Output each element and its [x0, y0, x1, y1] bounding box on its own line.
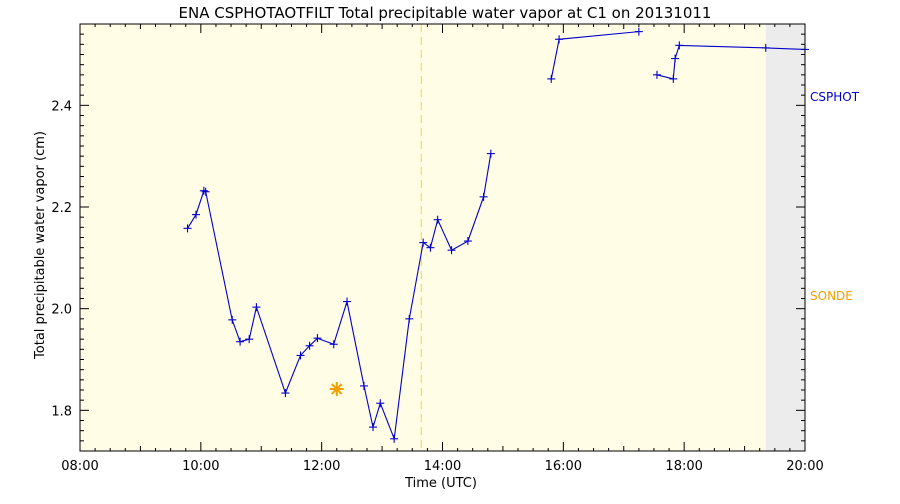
- x-tick-label: 12:00: [303, 459, 340, 474]
- csphot-data-point: [426, 243, 435, 252]
- y-tick-label: 2.4: [51, 99, 72, 114]
- y-tick-label: 2.0: [51, 303, 72, 318]
- csphot-data-point: [419, 238, 428, 247]
- csphot-data-point: [305, 341, 314, 350]
- legend-csphot: CSPHOT: [810, 90, 860, 104]
- csphot-data-point: [369, 423, 378, 432]
- csphot-data-point: [201, 187, 210, 196]
- x-tick-label: 16:00: [545, 459, 582, 474]
- csphot-data-point: [192, 210, 200, 219]
- x-tick-label: 18:00: [665, 459, 702, 474]
- csphot-data-point: [463, 237, 472, 246]
- csphot-data-point: [547, 74, 556, 83]
- csphot-data-point: [296, 351, 305, 360]
- csphot-data-point: [359, 381, 368, 390]
- csphot-data-point: [343, 297, 352, 306]
- csphot-data-point: [376, 399, 385, 408]
- x-tick-label: 14:00: [424, 459, 461, 474]
- background-bands: [80, 24, 805, 451]
- background-band: [80, 24, 766, 451]
- csphot-data-point: [390, 434, 399, 443]
- y-tick-label: 1.8: [51, 404, 72, 419]
- csphot-data-point: [183, 224, 192, 233]
- csphot-data-point: [405, 314, 414, 323]
- x-tick-label: 10:00: [182, 459, 219, 474]
- csphot-data-point: [669, 74, 678, 83]
- csphot-data-point: [555, 35, 564, 44]
- sonde-data-point: [329, 381, 344, 396]
- csphot-data-point: [675, 41, 684, 50]
- background-band: [765, 24, 805, 451]
- csphot-data-point: [652, 70, 661, 79]
- csphot-data-point: [486, 149, 495, 158]
- csphot-data-point: [236, 337, 245, 346]
- csphot-data-point: [228, 315, 237, 324]
- csphot-data-point: [433, 215, 442, 224]
- x-tick-label: 20:00: [786, 459, 823, 474]
- csphot-series-line: [187, 153, 492, 440]
- csphot-data-point: [252, 303, 261, 312]
- csphot-data-point: [447, 246, 456, 255]
- csphot-data-point: [761, 43, 770, 52]
- y-tick-label: 2.2: [51, 201, 72, 216]
- csphot-data-point: [671, 54, 680, 63]
- legend-sonde: SONDE: [810, 289, 853, 303]
- csphot-series-line: [656, 44, 806, 80]
- csphot-data-point: [199, 186, 208, 195]
- csphot-data-point: [281, 389, 290, 398]
- asterisk-stroke: [331, 383, 343, 395]
- data-series: [183, 27, 809, 443]
- csphot-data-point: [313, 334, 322, 343]
- y-axis: 1.8 2.0 2.2 2.4: [51, 23, 805, 442]
- y-axis-label: Total precipitable water vapor (cm): [33, 131, 48, 360]
- chart-title: ENA CSPHOTAOTFILT Total precipitable wat…: [179, 4, 712, 22]
- csphot-data-point: [479, 192, 488, 201]
- csphot-data-point: [634, 27, 643, 36]
- csphot-data-point: [329, 340, 338, 349]
- x-axis: 08:00 10:00 12:00 14:00 16:00 18:00 20:00: [61, 24, 824, 474]
- x-tick-label: 08:00: [61, 459, 98, 474]
- x-axis-label: Time (UTC): [404, 476, 477, 491]
- csphot-data-point: [245, 335, 254, 344]
